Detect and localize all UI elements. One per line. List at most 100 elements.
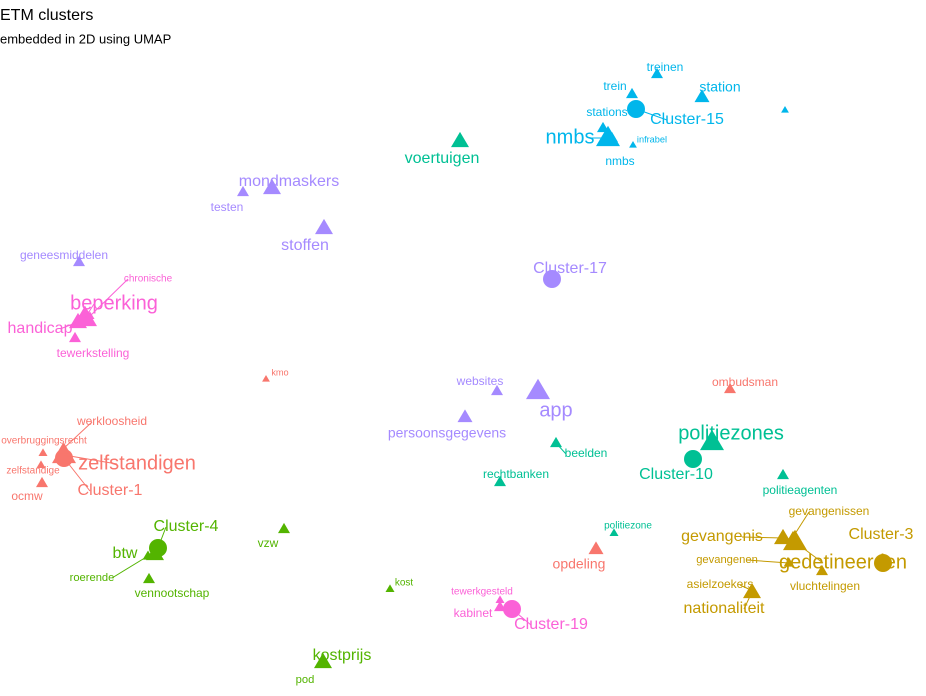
leader-line: [62, 421, 93, 450]
point-label: zelfstandigen: [78, 452, 196, 474]
point-label: rechtbanken: [483, 467, 549, 481]
word-point: [36, 460, 46, 469]
word-point: [816, 564, 828, 576]
point-label: persoonsgegevens: [388, 425, 506, 441]
cluster-point: [543, 270, 561, 288]
word-point: [494, 600, 506, 612]
word-point: [651, 67, 663, 79]
point-label: beperking: [70, 292, 158, 314]
word-point: [783, 557, 795, 567]
point-label: Cluster-10: [639, 466, 713, 483]
point-label: politiezones: [678, 422, 784, 444]
point-label: stations: [586, 105, 627, 119]
point-label: handicap: [8, 320, 73, 337]
point-label: pod: [296, 674, 315, 686]
word-point: [626, 87, 638, 99]
point-label: voertuigen: [405, 150, 480, 167]
point-label: nmbs: [605, 154, 634, 168]
word-point: [57, 442, 69, 454]
point-label: gedetineerden: [779, 551, 907, 573]
word-point: [73, 255, 85, 267]
leader-line: [792, 511, 810, 538]
leader-line: [743, 591, 753, 610]
chart-title: ETM clusters: [0, 7, 93, 24]
point-label: zelfstandige: [6, 466, 60, 477]
point-label: station: [699, 79, 740, 95]
point-label: Cluster-19: [514, 616, 588, 633]
word-point: [777, 468, 789, 480]
point-label: btw: [113, 545, 138, 562]
leader-line: [794, 541, 824, 564]
word-point: [385, 584, 395, 593]
leader-line: [111, 555, 149, 579]
point-label: testen: [211, 200, 244, 214]
leader-line: [511, 608, 532, 626]
leader-line: [63, 454, 118, 465]
point-label: vzw: [258, 536, 279, 550]
point-label: chronische: [124, 274, 173, 285]
cluster-point: [684, 450, 702, 468]
leader-line: [635, 108, 668, 121]
word-point: [781, 106, 789, 113]
point-label: Cluster-17: [533, 260, 607, 277]
cluster-point: [874, 554, 892, 572]
word-point: [491, 384, 503, 396]
word-point: [69, 312, 87, 329]
point-label: trein: [603, 79, 626, 93]
point-label: ombudsman: [712, 375, 778, 389]
point-label: kost: [395, 578, 414, 589]
point-label: beelden: [565, 446, 608, 460]
word-point: [526, 378, 550, 400]
word-point: [700, 429, 724, 451]
word-point: [609, 528, 619, 537]
word-point: [237, 185, 249, 197]
point-label: vluchtelingen: [790, 579, 860, 593]
point-label: tewerkgesteld: [451, 587, 513, 598]
point-label: treinen: [647, 60, 684, 74]
word-point: [694, 89, 710, 103]
point-label: Cluster-3: [849, 526, 914, 543]
word-point: [588, 541, 604, 555]
word-point: [787, 530, 799, 542]
leader-line: [59, 321, 79, 330]
point-label: roerende: [70, 572, 115, 584]
word-point: [262, 375, 270, 382]
leader-line: [746, 559, 790, 564]
point-label: kabinet: [454, 606, 493, 620]
word-point: [315, 218, 333, 235]
word-point: [606, 131, 618, 143]
point-label: kmo: [271, 367, 288, 377]
point-label: vennootschap: [135, 586, 210, 600]
word-point: [724, 382, 736, 394]
point-label: politieagenten: [763, 483, 838, 497]
leader-line: [157, 526, 167, 549]
point-label: Cluster-1: [78, 482, 143, 499]
point-label: mondmaskers: [239, 173, 339, 190]
point-label: app: [539, 399, 572, 421]
word-point: [457, 409, 473, 423]
word-point: [278, 522, 290, 534]
point-label: Cluster-15: [650, 111, 724, 128]
word-point: [315, 658, 327, 668]
point-label: politiezone: [604, 521, 652, 532]
point-label: ocmw: [11, 489, 43, 503]
leader-line: [741, 536, 784, 539]
leader-line: [63, 457, 91, 492]
word-point: [143, 572, 155, 584]
point-label: geneesmiddelen: [20, 248, 108, 262]
point-label: stoffen: [281, 237, 329, 254]
word-point: [263, 178, 281, 195]
chart-subtitle: embedded in 2D using UMAP: [0, 31, 171, 46]
point-label: nmbs: [546, 126, 595, 148]
word-point: [451, 131, 469, 148]
point-label: kostprijs: [313, 647, 372, 664]
point-label: overbruggingsrecht: [1, 436, 87, 447]
point-label: gevangenen: [696, 554, 758, 566]
word-point: [69, 331, 81, 343]
point-label: tewerkstelling: [57, 346, 130, 360]
point-label: websites: [456, 374, 504, 388]
word-point: [36, 476, 48, 488]
point-label: werkloosheid: [76, 414, 147, 428]
leader-line: [84, 303, 95, 319]
word-point: [85, 311, 95, 320]
